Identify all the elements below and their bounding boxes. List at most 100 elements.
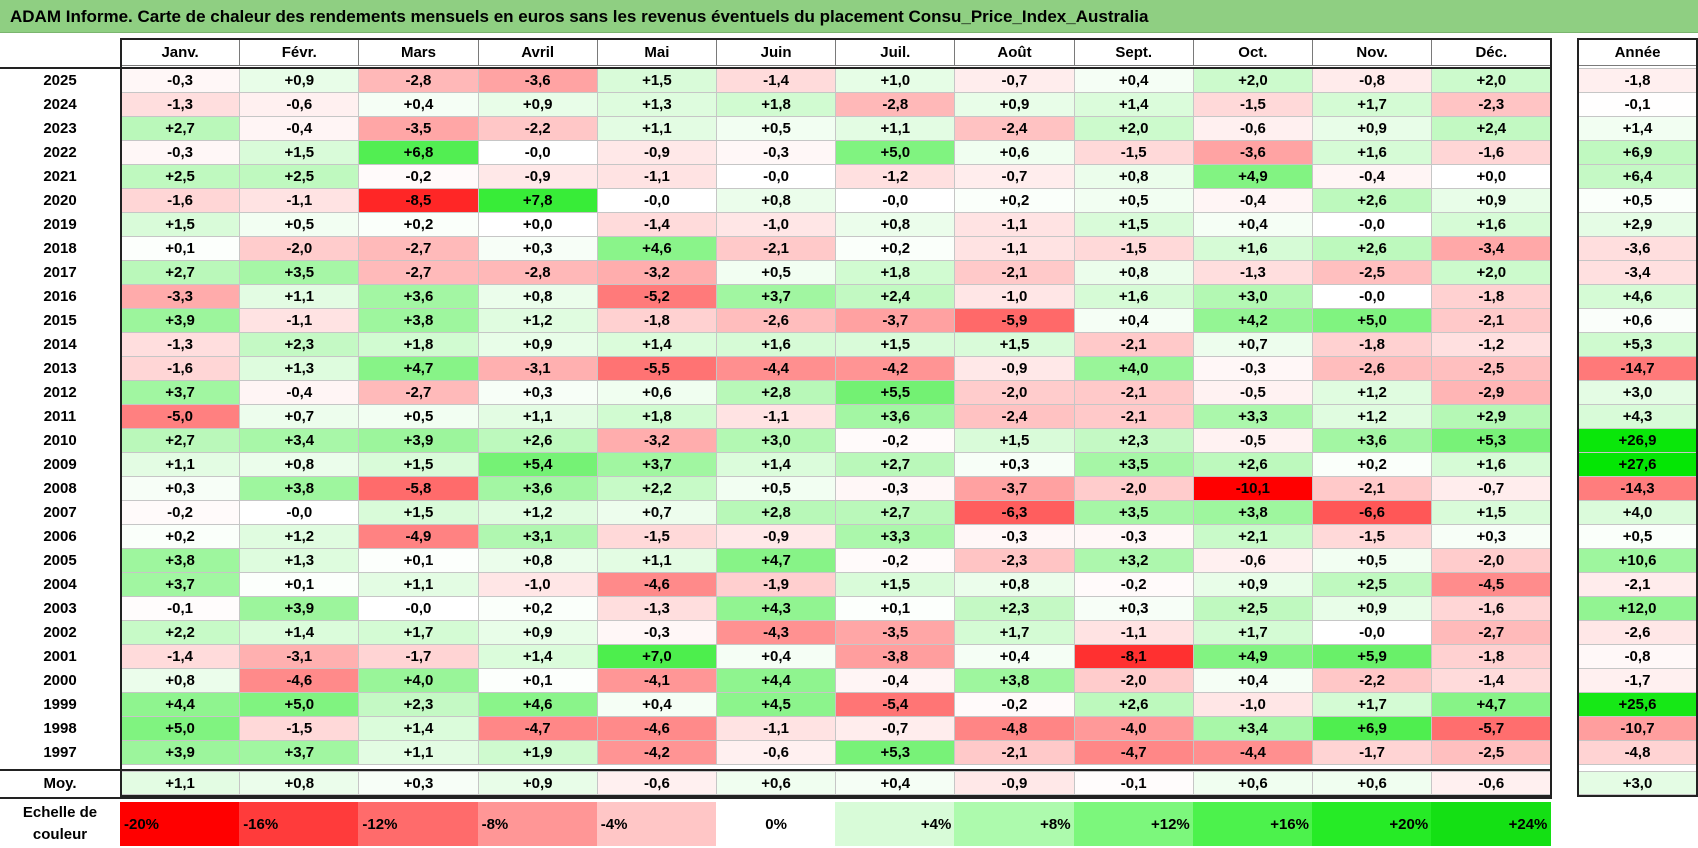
- heatmap-cell: +3,9: [120, 308, 241, 333]
- heatmap-cell: -0,3: [835, 476, 956, 501]
- heatmap-cell: +1,2: [239, 524, 360, 549]
- heatmap-cell: -4,9: [358, 524, 479, 549]
- heatmap-cell: +2,7: [120, 428, 241, 453]
- average-cell: +0,6: [716, 771, 837, 795]
- color-scale-swatch: +24%: [1431, 802, 1552, 846]
- heatmap-cell: -2,0: [1073, 668, 1194, 693]
- color-scale-swatch: -8%: [477, 802, 598, 846]
- heatmap-cell: +2,6: [1192, 452, 1313, 477]
- heatmap-cell: +3,0: [1192, 284, 1313, 309]
- heatmap-cell: +0,3: [477, 236, 598, 261]
- heatmap-cell: -0,0: [596, 188, 717, 213]
- heatmap-cell: -4,6: [596, 572, 717, 597]
- heatmap-cell: +1,4: [239, 620, 360, 645]
- heatmap-cell: +7,0: [596, 644, 717, 669]
- year-label: 2018: [43, 239, 77, 257]
- heatmap-cell: +0,2: [477, 596, 598, 621]
- heatmap-cell: +2,6: [1312, 236, 1433, 261]
- heatmap-cell: +1,8: [835, 260, 956, 285]
- heatmap-cell: +4,6: [596, 236, 717, 261]
- annual-cell: +10,6: [1577, 548, 1698, 573]
- month-header: Janv.: [120, 38, 241, 66]
- heatmap-cell: +1,4: [358, 716, 479, 741]
- annual-cell: +4,3: [1577, 404, 1698, 429]
- heatmap-cell: +1,5: [358, 500, 479, 525]
- heatmap-cell: +1,1: [596, 548, 717, 573]
- heatmap-cell: -2,7: [358, 236, 479, 261]
- heatmap-cell: -1,0: [954, 284, 1075, 309]
- heatmap-cell: +0,8: [954, 572, 1075, 597]
- annual-cell: +4,6: [1577, 284, 1698, 309]
- heatmap-cell: +0,8: [477, 548, 598, 573]
- year-label: 2025: [43, 71, 77, 89]
- heatmap-cell: -0,2: [358, 164, 479, 189]
- heatmap-cell: +0,6: [596, 380, 717, 405]
- heatmap-cell: +3,7: [716, 284, 837, 309]
- color-scale-swatch: -12%: [358, 802, 479, 846]
- heatmap-cell: +0,9: [1192, 572, 1313, 597]
- heatmap-cell: -1,8: [1312, 332, 1433, 357]
- heatmap-cell: -4,4: [1192, 740, 1313, 765]
- heatmap-cell: +3,6: [358, 284, 479, 309]
- heatmap-cell: +0,5: [358, 404, 479, 429]
- annual-cell: +4,0: [1577, 500, 1698, 525]
- heatmap-cell: -0,3: [120, 68, 241, 93]
- month-header: Oct.: [1192, 38, 1313, 66]
- heatmap-cell: +0,8: [835, 212, 956, 237]
- heatmap-cell: -4,2: [596, 740, 717, 765]
- heatmap-cell: +3,6: [835, 404, 956, 429]
- heatmap-cell: +1,4: [1073, 92, 1194, 117]
- heatmap-cell: -1,2: [1431, 332, 1552, 357]
- annual-cell: +26,9: [1577, 428, 1698, 453]
- heatmap-cell: +2,9: [1431, 404, 1552, 429]
- heatmap-cell: -1,4: [716, 68, 837, 93]
- heatmap-cell: +4,7: [358, 356, 479, 381]
- annual-cell: -4,8: [1577, 740, 1698, 765]
- heatmap-cell: +0,8: [716, 188, 837, 213]
- heatmap-cell: +1,5: [596, 68, 717, 93]
- heatmap-cell: -2,1: [1073, 404, 1194, 429]
- heatmap-cell: -0,3: [954, 524, 1075, 549]
- average-cell: +0,3: [358, 771, 479, 795]
- heatmap-cell: -1,8: [1431, 644, 1552, 669]
- color-scale-swatch: 0%: [716, 802, 837, 846]
- heatmap-cell: +0,6: [954, 140, 1075, 165]
- year-label: 1999: [43, 695, 77, 713]
- heatmap-cell: +4,4: [716, 668, 837, 693]
- page-title: ADAM Informe. Carte de chaleur des rende…: [10, 7, 1149, 26]
- year-label: 2022: [43, 143, 77, 161]
- heatmap-cell: -2,1: [954, 740, 1075, 765]
- heatmap-cell: -1,6: [120, 356, 241, 381]
- heatmap-cell: -1,5: [1073, 236, 1194, 261]
- heatmap-cell: +1,7: [954, 620, 1075, 645]
- color-scale-swatch: +8%: [954, 802, 1075, 846]
- heatmap-cell: +0,9: [1312, 596, 1433, 621]
- heatmap-cell: -2,7: [358, 260, 479, 285]
- heatmap-cell: +4,2: [1192, 308, 1313, 333]
- heatmap-cell: +1,5: [239, 140, 360, 165]
- heatmap-cell: +3,4: [1192, 716, 1313, 741]
- heatmap-cell: +1,1: [477, 404, 598, 429]
- heatmap-cell: -0,0: [1312, 212, 1433, 237]
- heatmap-cell: -0,9: [716, 524, 837, 549]
- heatmap-cell: -1,8: [1431, 284, 1552, 309]
- heatmap-cell: -1,5: [1312, 524, 1433, 549]
- year-label: 2001: [43, 647, 77, 665]
- heatmap-cell: -0,8: [1312, 68, 1433, 93]
- annual-cell: +0,5: [1577, 524, 1698, 549]
- heatmap-cell: -4,6: [239, 668, 360, 693]
- heatmap-cell: +5,3: [835, 740, 956, 765]
- heatmap-cell: +3,8: [239, 476, 360, 501]
- heatmap-cell: -1,3: [1192, 260, 1313, 285]
- average-cell: -0,6: [596, 771, 717, 795]
- year-label: 2002: [43, 623, 77, 641]
- heatmap-cell: +3,9: [358, 428, 479, 453]
- heatmap-cell: -6,6: [1312, 500, 1433, 525]
- heatmap-cell: +3,3: [835, 524, 956, 549]
- heatmap-cell: +0,5: [716, 476, 837, 501]
- heatmap-cell: -0,5: [1192, 380, 1313, 405]
- heatmap-cell: +3,7: [596, 452, 717, 477]
- heatmap-cell: -1,1: [954, 236, 1075, 261]
- heatmap-cell: -2,1: [1431, 308, 1552, 333]
- heatmap-cell: -0,2: [835, 548, 956, 573]
